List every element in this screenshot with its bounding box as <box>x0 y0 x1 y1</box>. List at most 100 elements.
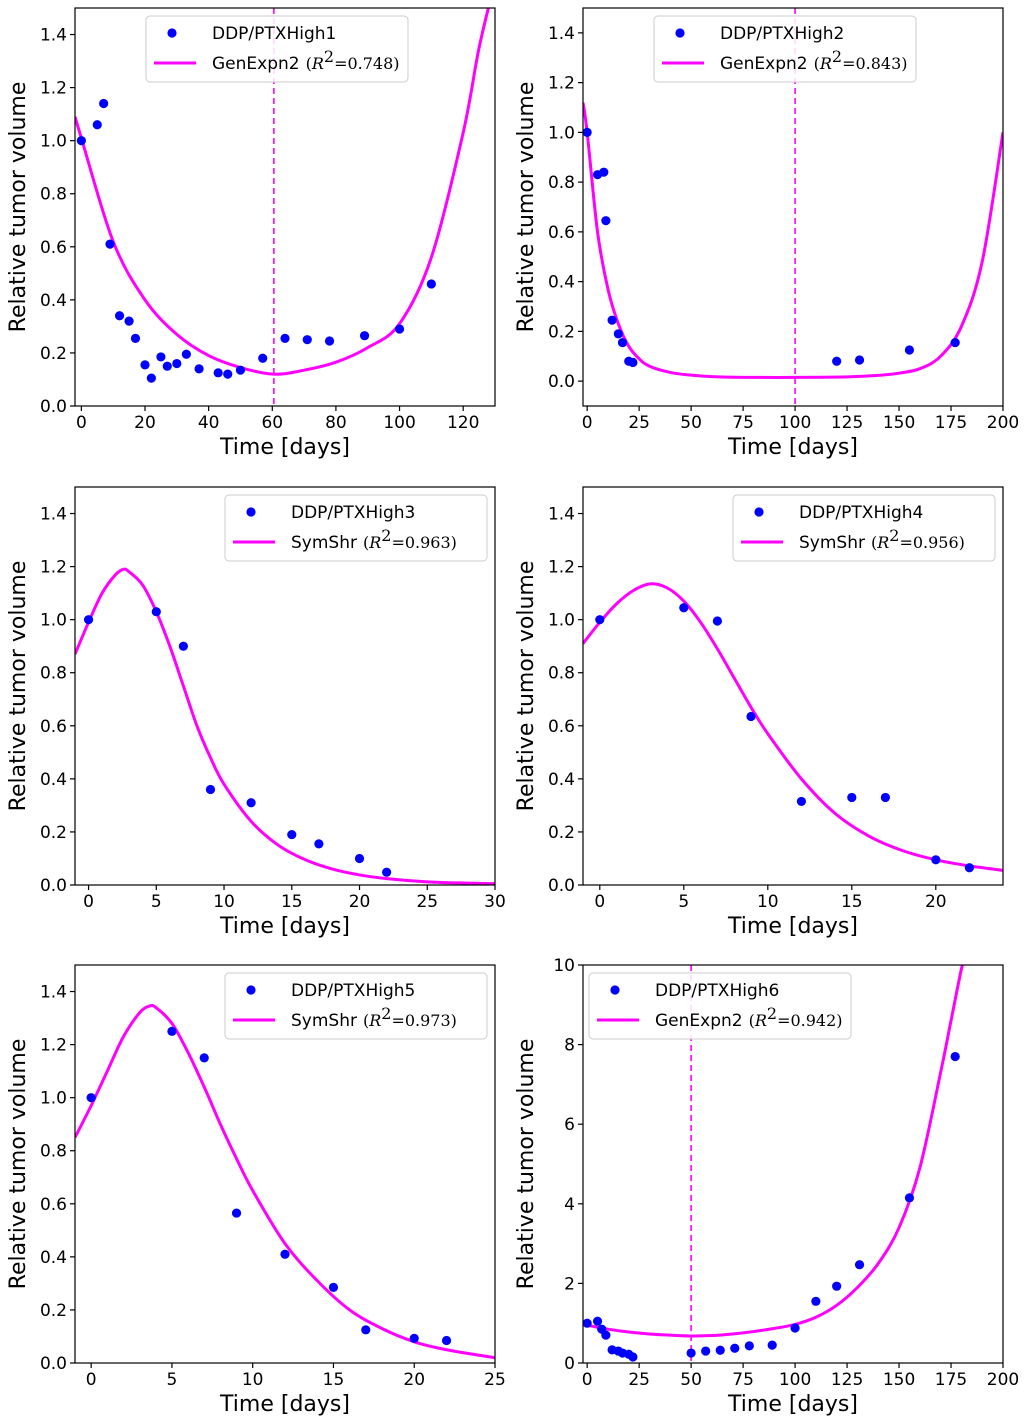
data-point <box>105 239 115 249</box>
data-point <box>931 855 941 865</box>
axes-frame <box>582 964 1004 1364</box>
legend-r2-suffix: ) <box>451 1011 457 1030</box>
model-fit-curve <box>583 102 1003 379</box>
legend-r2-prefix: ( <box>306 54 312 73</box>
data-point <box>324 336 335 346</box>
plot-area <box>75 567 495 885</box>
legend-model-label: SymShr (R2=0.956) <box>799 526 965 553</box>
plot-area <box>583 965 964 1363</box>
legend-r2-value: 0.973 <box>405 1011 451 1030</box>
x-tick-label: 10 <box>757 892 779 912</box>
legend-box <box>588 972 852 1040</box>
x-tick-label: 200 <box>987 413 1019 433</box>
data-point <box>854 355 865 365</box>
x-tick-label: 0 <box>594 892 605 912</box>
y-tick-label: 1.4 <box>40 983 67 1003</box>
data-point <box>790 1323 800 1333</box>
y-axis-label: Relative tumor volume <box>6 561 31 812</box>
legend-data-marker <box>754 507 764 517</box>
legend-model-name: SymShr <box>799 533 865 553</box>
legend-r2-symbol: R <box>311 54 324 73</box>
legend-r2-symbol: R <box>368 533 381 552</box>
x-tick-label: 15 <box>281 892 303 912</box>
data-point <box>617 337 628 348</box>
data-point <box>287 829 297 840</box>
legend-data-marker <box>246 985 256 995</box>
data-point <box>130 333 141 343</box>
x-tick-label: 200 <box>987 1370 1019 1390</box>
data-point <box>599 167 609 177</box>
y-tick-label: 1.2 <box>548 558 575 578</box>
data-point <box>847 792 857 803</box>
x-tick-label: 5 <box>167 1370 178 1390</box>
legend-r2-prefix: ( <box>363 533 369 552</box>
data-point <box>679 603 689 613</box>
x-tick-label: 25 <box>628 1370 650 1390</box>
y-tick-label: 1.0 <box>548 123 575 143</box>
axes-frame <box>74 7 496 407</box>
model-fit-curve <box>583 965 964 1338</box>
legend-model-label: SymShr (R2=0.963) <box>291 526 457 553</box>
panel-ddp-ptxhigh3: 0 5 10 15 20 25 30 0.0 0.2 0.4 0.6 0.8 1.0 1.2 1.4 Time… <box>6 486 506 939</box>
legend: DDP/PTXHigh1 GenExpn2 (R2=0.748) <box>145 15 409 83</box>
data-point <box>181 349 191 359</box>
data-point <box>832 1281 842 1291</box>
x-tick-label: 175 <box>935 1370 967 1390</box>
data-point <box>811 1296 821 1306</box>
y-tick-label: 6 <box>564 1115 575 1135</box>
data-point <box>213 368 223 378</box>
panel-ddp-ptxhigh6: 0 25 50 75 100 125 150 175 200 0 2 4 6 8 10 Time [days]… <box>514 956 1019 1417</box>
data-point <box>686 1348 696 1358</box>
x-tick-label: 25 <box>484 1370 506 1390</box>
x-tick-label: 175 <box>935 413 967 433</box>
x-tick-label: 25 <box>416 892 438 912</box>
legend-data-label: DDP/PTXHigh3 <box>291 503 415 523</box>
x-axis-label: Time [days] <box>219 914 350 939</box>
x-tick-label: 5 <box>151 892 162 912</box>
data-point <box>199 1053 209 1063</box>
y-tick-label: 0.8 <box>40 664 67 684</box>
x-tick-label: 0 <box>86 1370 97 1390</box>
data-point <box>595 615 605 625</box>
data-point <box>746 711 756 722</box>
data-point <box>744 1341 754 1351</box>
model-fit-curve <box>75 1003 495 1360</box>
y-tick-label: 1.2 <box>40 79 67 99</box>
x-tick-label: 15 <box>841 892 863 912</box>
axes-frame <box>74 486 496 886</box>
data-point <box>235 365 246 375</box>
legend-r2-prefix: ( <box>363 1011 369 1030</box>
x-tick-label: 15 <box>323 1370 345 1390</box>
legend: DDP/PTXHigh3 SymShr (R2=0.963) <box>224 494 488 562</box>
legend-data-label: DDP/PTXHigh4 <box>799 503 923 523</box>
x-tick-label: 100 <box>779 413 811 433</box>
data-point <box>950 1051 960 1062</box>
legend-r2-exponent: 2 <box>832 47 842 66</box>
x-tick-label: 20 <box>134 413 156 433</box>
data-point <box>354 853 365 864</box>
data-point <box>205 784 216 795</box>
y-tick-label: 1.0 <box>40 132 67 152</box>
legend-r2-prefix: ( <box>871 533 877 552</box>
legend: DDP/PTXHigh4 SymShr (R2=0.956) <box>732 494 996 562</box>
data-point <box>964 863 975 873</box>
data-point <box>730 1343 740 1353</box>
legend-r2-suffix: ) <box>451 533 457 552</box>
legend: DDP/PTXHigh6 GenExpn2 (R2=0.942) <box>588 972 852 1040</box>
data-point <box>361 1325 371 1335</box>
x-tick-label: 50 <box>680 1370 702 1390</box>
y-tick-label: 0.0 <box>40 1354 67 1374</box>
x-tick-label: 150 <box>883 413 915 433</box>
y-tick-label: 1.2 <box>40 1036 67 1056</box>
legend-model-label: GenExpn2 (R2=0.942) <box>655 1004 843 1031</box>
y-tick-label: 0 <box>564 1354 575 1374</box>
legend-r2-value: 0.963 <box>405 533 451 552</box>
y-tick-label: 0.2 <box>548 823 575 843</box>
data-point <box>701 1346 711 1356</box>
data-point <box>162 361 172 371</box>
y-tick-label: 1.0 <box>40 611 67 631</box>
y-tick-label: 0.6 <box>40 1195 67 1215</box>
data-point <box>178 641 188 651</box>
data-point <box>601 1330 611 1340</box>
data-point <box>950 337 960 348</box>
